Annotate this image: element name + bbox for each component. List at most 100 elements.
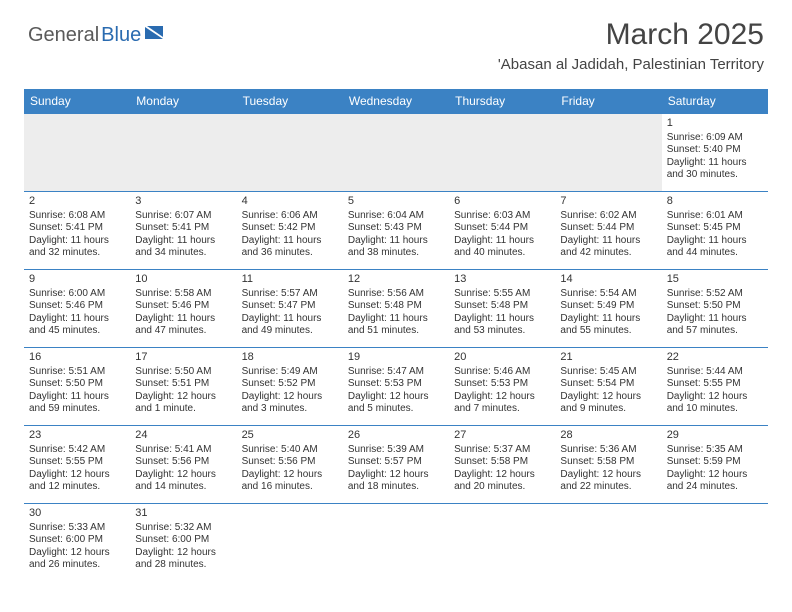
- sunrise-text: Sunrise: 6:09 AM: [667, 132, 763, 145]
- sunset-text: Sunset: 5:40 PM: [667, 144, 763, 157]
- calendar-cell: 26Sunrise: 5:39 AMSunset: 5:57 PMDayligh…: [343, 426, 449, 504]
- calendar-table: Sunday Monday Tuesday Wednesday Thursday…: [24, 89, 768, 582]
- sunrise-text: Sunrise: 5:56 AM: [348, 288, 444, 301]
- day-number: 11: [242, 273, 338, 287]
- sunset-text: Sunset: 5:53 PM: [454, 378, 550, 391]
- sunset-text: Sunset: 5:58 PM: [560, 456, 656, 469]
- sunrise-text: Sunrise: 5:35 AM: [667, 444, 763, 457]
- sunset-text: Sunset: 5:46 PM: [29, 300, 125, 313]
- sunrise-text: Sunrise: 6:01 AM: [667, 210, 763, 223]
- daylight-text: Daylight: 11 hours and 32 minutes.: [29, 235, 125, 260]
- daylight-text: Daylight: 12 hours and 24 minutes.: [667, 469, 763, 494]
- sunrise-text: Sunrise: 5:33 AM: [29, 522, 125, 535]
- day-header: Saturday: [662, 89, 768, 114]
- sunrise-text: Sunrise: 5:37 AM: [454, 444, 550, 457]
- calendar-cell: [237, 504, 343, 582]
- day-number: 3: [135, 195, 231, 209]
- daylight-text: Daylight: 12 hours and 22 minutes.: [560, 469, 656, 494]
- day-number: 10: [135, 273, 231, 287]
- sunset-text: Sunset: 5:48 PM: [454, 300, 550, 313]
- calendar-cell: [130, 114, 236, 192]
- sunrise-text: Sunrise: 6:06 AM: [242, 210, 338, 223]
- day-header: Sunday: [24, 89, 130, 114]
- sunrise-text: Sunrise: 5:42 AM: [29, 444, 125, 457]
- daylight-text: Daylight: 11 hours and 49 minutes.: [242, 313, 338, 338]
- sunset-text: Sunset: 5:50 PM: [667, 300, 763, 313]
- calendar-cell: [555, 504, 661, 582]
- calendar-row: 9Sunrise: 6:00 AMSunset: 5:46 PMDaylight…: [24, 270, 768, 348]
- day-header: Tuesday: [237, 89, 343, 114]
- daylight-text: Daylight: 12 hours and 9 minutes.: [560, 391, 656, 416]
- sunset-text: Sunset: 5:43 PM: [348, 222, 444, 235]
- calendar-cell: 7Sunrise: 6:02 AMSunset: 5:44 PMDaylight…: [555, 192, 661, 270]
- daylight-text: Daylight: 11 hours and 45 minutes.: [29, 313, 125, 338]
- calendar-cell: [24, 114, 130, 192]
- calendar-cell: 15Sunrise: 5:52 AMSunset: 5:50 PMDayligh…: [662, 270, 768, 348]
- daylight-text: Daylight: 12 hours and 1 minute.: [135, 391, 231, 416]
- calendar-cell: 14Sunrise: 5:54 AMSunset: 5:49 PMDayligh…: [555, 270, 661, 348]
- day-number: 14: [560, 273, 656, 287]
- daylight-text: Daylight: 12 hours and 7 minutes.: [454, 391, 550, 416]
- sunset-text: Sunset: 5:50 PM: [29, 378, 125, 391]
- sunrise-text: Sunrise: 6:04 AM: [348, 210, 444, 223]
- day-number: 12: [348, 273, 444, 287]
- day-number: 30: [29, 507, 125, 521]
- calendar-cell: 6Sunrise: 6:03 AMSunset: 5:44 PMDaylight…: [449, 192, 555, 270]
- daylight-text: Daylight: 11 hours and 38 minutes.: [348, 235, 444, 260]
- sunset-text: Sunset: 5:56 PM: [242, 456, 338, 469]
- sunrise-text: Sunrise: 5:57 AM: [242, 288, 338, 301]
- calendar-cell: 9Sunrise: 6:00 AMSunset: 5:46 PMDaylight…: [24, 270, 130, 348]
- calendar-cell: 29Sunrise: 5:35 AMSunset: 5:59 PMDayligh…: [662, 426, 768, 504]
- sunset-text: Sunset: 5:44 PM: [560, 222, 656, 235]
- sunset-text: Sunset: 5:55 PM: [29, 456, 125, 469]
- daylight-text: Daylight: 11 hours and 40 minutes.: [454, 235, 550, 260]
- daylight-text: Daylight: 12 hours and 16 minutes.: [242, 469, 338, 494]
- location-subtitle: 'Abasan al Jadidah, Palestinian Territor…: [498, 56, 764, 73]
- flag-icon: [145, 25, 167, 46]
- sunrise-text: Sunrise: 5:49 AM: [242, 366, 338, 379]
- sunrise-text: Sunrise: 6:02 AM: [560, 210, 656, 223]
- sunrise-text: Sunrise: 6:00 AM: [29, 288, 125, 301]
- calendar-cell: [343, 114, 449, 192]
- calendar-cell: 19Sunrise: 5:47 AMSunset: 5:53 PMDayligh…: [343, 348, 449, 426]
- calendar-cell: 24Sunrise: 5:41 AMSunset: 5:56 PMDayligh…: [130, 426, 236, 504]
- day-header: Thursday: [449, 89, 555, 114]
- day-number: 1: [667, 117, 763, 131]
- sunset-text: Sunset: 5:53 PM: [348, 378, 444, 391]
- sunset-text: Sunset: 5:52 PM: [242, 378, 338, 391]
- sunset-text: Sunset: 5:56 PM: [135, 456, 231, 469]
- calendar-cell: 11Sunrise: 5:57 AMSunset: 5:47 PMDayligh…: [237, 270, 343, 348]
- calendar-row: 1Sunrise: 6:09 AMSunset: 5:40 PMDaylight…: [24, 114, 768, 192]
- calendar-cell: [343, 504, 449, 582]
- day-number: 24: [135, 429, 231, 443]
- calendar-cell: 3Sunrise: 6:07 AMSunset: 5:41 PMDaylight…: [130, 192, 236, 270]
- calendar-cell: [237, 114, 343, 192]
- daylight-text: Daylight: 11 hours and 42 minutes.: [560, 235, 656, 260]
- day-number: 27: [454, 429, 550, 443]
- day-header: Monday: [130, 89, 236, 114]
- sunset-text: Sunset: 5:59 PM: [667, 456, 763, 469]
- day-number: 19: [348, 351, 444, 365]
- daylight-text: Daylight: 11 hours and 55 minutes.: [560, 313, 656, 338]
- daylight-text: Daylight: 11 hours and 34 minutes.: [135, 235, 231, 260]
- sunrise-text: Sunrise: 5:41 AM: [135, 444, 231, 457]
- sunrise-text: Sunrise: 5:47 AM: [348, 366, 444, 379]
- sunrise-text: Sunrise: 5:54 AM: [560, 288, 656, 301]
- day-number: 17: [135, 351, 231, 365]
- day-number: 9: [29, 273, 125, 287]
- day-number: 23: [29, 429, 125, 443]
- daylight-text: Daylight: 12 hours and 20 minutes.: [454, 469, 550, 494]
- daylight-text: Daylight: 12 hours and 14 minutes.: [135, 469, 231, 494]
- calendar-cell: 10Sunrise: 5:58 AMSunset: 5:46 PMDayligh…: [130, 270, 236, 348]
- calendar-body: 1Sunrise: 6:09 AMSunset: 5:40 PM Daylight…: [24, 114, 768, 582]
- month-title: March 2025: [498, 18, 764, 52]
- daylight-text: Daylight: 11 hours and 57 minutes.: [667, 313, 763, 338]
- daylight-text: Daylight: 11 hours and 59 minutes.: [29, 391, 125, 416]
- sunrise-text: Sunrise: 5:45 AM: [560, 366, 656, 379]
- day-number: 29: [667, 429, 763, 443]
- sunset-text: Sunset: 5:45 PM: [667, 222, 763, 235]
- calendar-cell: 17Sunrise: 5:50 AMSunset: 5:51 PMDayligh…: [130, 348, 236, 426]
- brand-text-1: General: [28, 24, 99, 47]
- sunrise-text: Sunrise: 5:46 AM: [454, 366, 550, 379]
- sunrise-text: Sunrise: 5:51 AM: [29, 366, 125, 379]
